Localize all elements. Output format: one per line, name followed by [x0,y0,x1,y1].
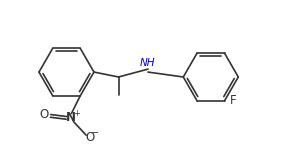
Text: NH: NH [140,58,156,68]
Text: N: N [65,111,75,124]
Text: F: F [230,94,237,107]
Text: O: O [39,108,48,121]
Text: O: O [86,131,95,144]
Text: −: − [91,128,99,138]
Text: +: + [73,109,80,118]
